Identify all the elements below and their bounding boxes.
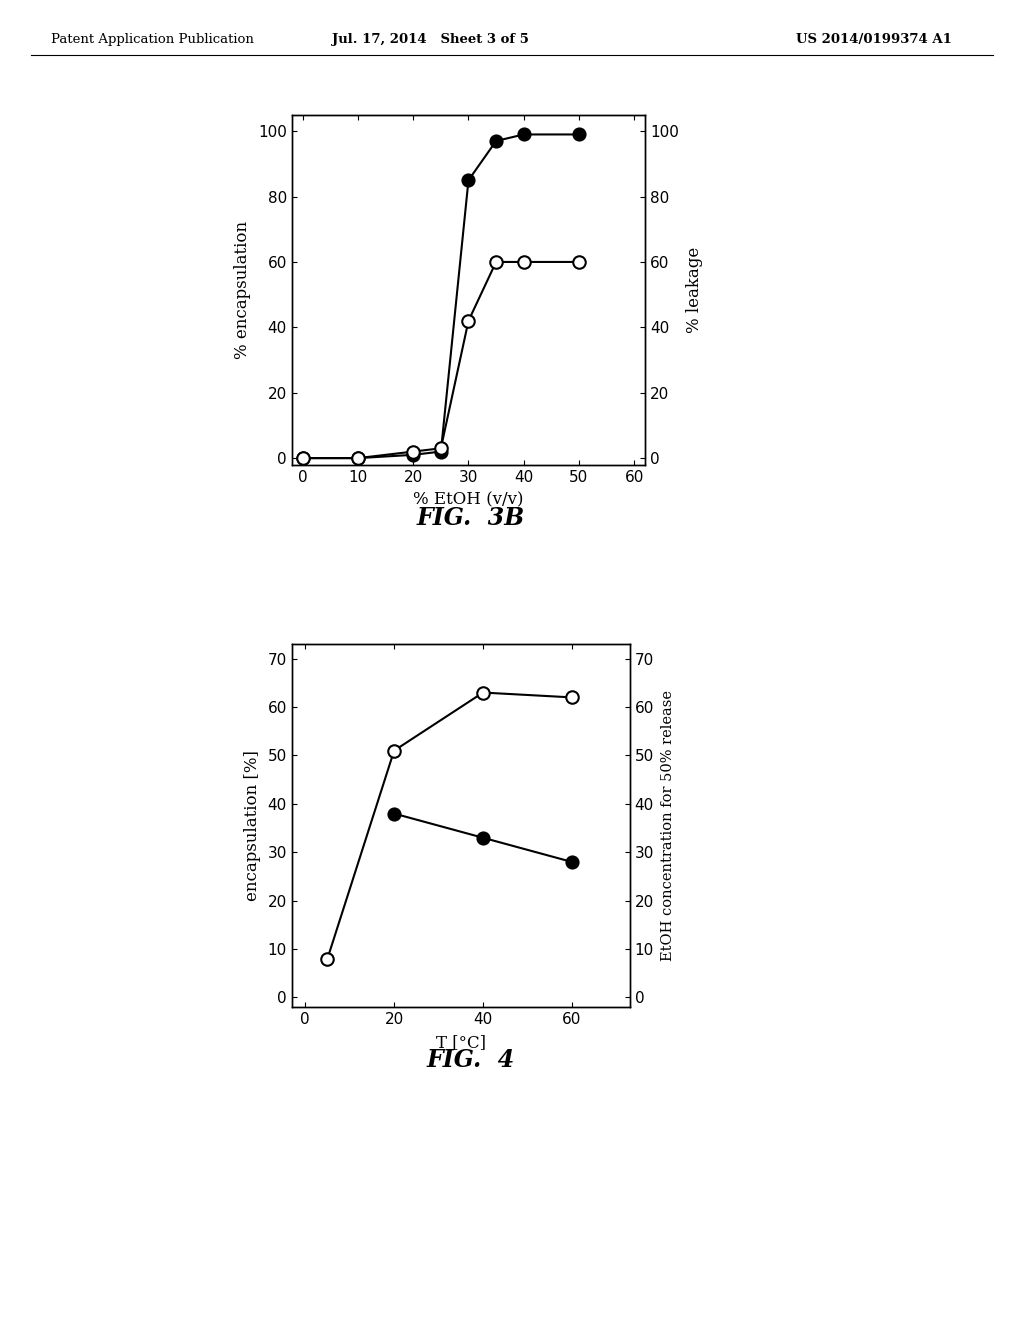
X-axis label: % EtOH (v/v): % EtOH (v/v) — [414, 491, 523, 508]
Text: FIG.  4: FIG. 4 — [427, 1048, 515, 1072]
Y-axis label: EtOH concentration for 50% release: EtOH concentration for 50% release — [660, 690, 675, 961]
X-axis label: T [°C]: T [°C] — [436, 1034, 485, 1051]
Text: Patent Application Publication: Patent Application Publication — [51, 33, 254, 46]
Y-axis label: % encapsulation: % encapsulation — [234, 220, 251, 359]
Text: US 2014/0199374 A1: US 2014/0199374 A1 — [797, 33, 952, 46]
Text: Jul. 17, 2014   Sheet 3 of 5: Jul. 17, 2014 Sheet 3 of 5 — [332, 33, 528, 46]
Y-axis label: % leakage: % leakage — [686, 247, 702, 333]
Text: FIG.  3B: FIG. 3B — [417, 506, 525, 529]
Y-axis label: encapsulation [%]: encapsulation [%] — [244, 750, 261, 902]
